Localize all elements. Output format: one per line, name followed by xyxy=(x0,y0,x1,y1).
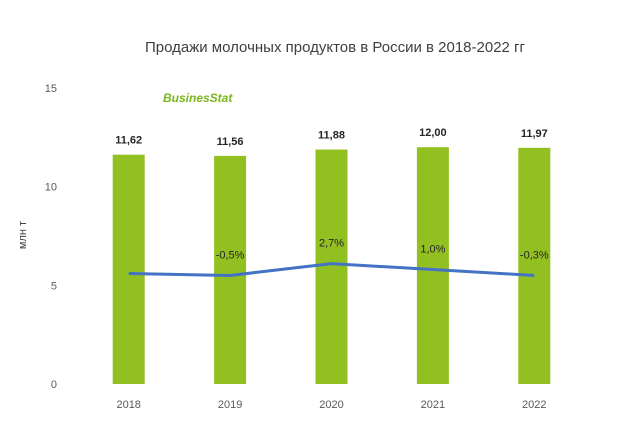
x-tick-label: 2019 xyxy=(218,399,242,411)
y-tick-label: 10 xyxy=(45,182,57,194)
growth-value-label: 2,7% xyxy=(319,238,344,250)
bar-value-label: 12,00 xyxy=(419,127,447,139)
bar xyxy=(518,147,551,384)
y-tick-label: 5 xyxy=(51,280,57,292)
growth-value-label: -0,3% xyxy=(520,249,549,261)
bar-value-label: 11,88 xyxy=(318,130,345,142)
x-tick-label: 2020 xyxy=(319,399,343,411)
y-tick-label: 0 xyxy=(51,379,57,391)
growth-line xyxy=(128,262,535,277)
x-tick-label: 2022 xyxy=(522,399,546,411)
bar-data-labels: 11,62 11,56 11,88 12,00 11,97 xyxy=(115,127,548,148)
logo-text: BusinesStat xyxy=(163,91,233,105)
bar-series xyxy=(112,147,551,384)
y-axis: 0 5 10 15 xyxy=(45,83,57,391)
bar xyxy=(416,147,449,384)
chart-title: Продажи молочных продуктов в России в 20… xyxy=(145,39,526,56)
x-axis: 2018 2019 2020 2021 2022 xyxy=(116,399,546,411)
bar xyxy=(214,155,247,384)
y-tick-label: 15 xyxy=(45,83,57,95)
bar xyxy=(112,154,145,384)
bar-value-label: 11,62 xyxy=(115,135,142,147)
bar xyxy=(315,149,348,384)
y-axis-label: млн т xyxy=(17,221,29,249)
growth-line-series xyxy=(128,262,535,277)
growth-value-label: -0,5% xyxy=(216,249,245,261)
businesstat-logo: BusinesStat xyxy=(163,91,233,105)
bar-value-label: 11,56 xyxy=(217,136,244,148)
x-tick-label: 2021 xyxy=(421,399,445,411)
growth-data-labels: -0,5% 2,7% 1,0% -0,3% xyxy=(216,238,549,262)
bar-value-label: 11,97 xyxy=(521,128,548,140)
growth-value-label: 1,0% xyxy=(420,244,445,256)
x-tick-label: 2018 xyxy=(116,399,140,411)
